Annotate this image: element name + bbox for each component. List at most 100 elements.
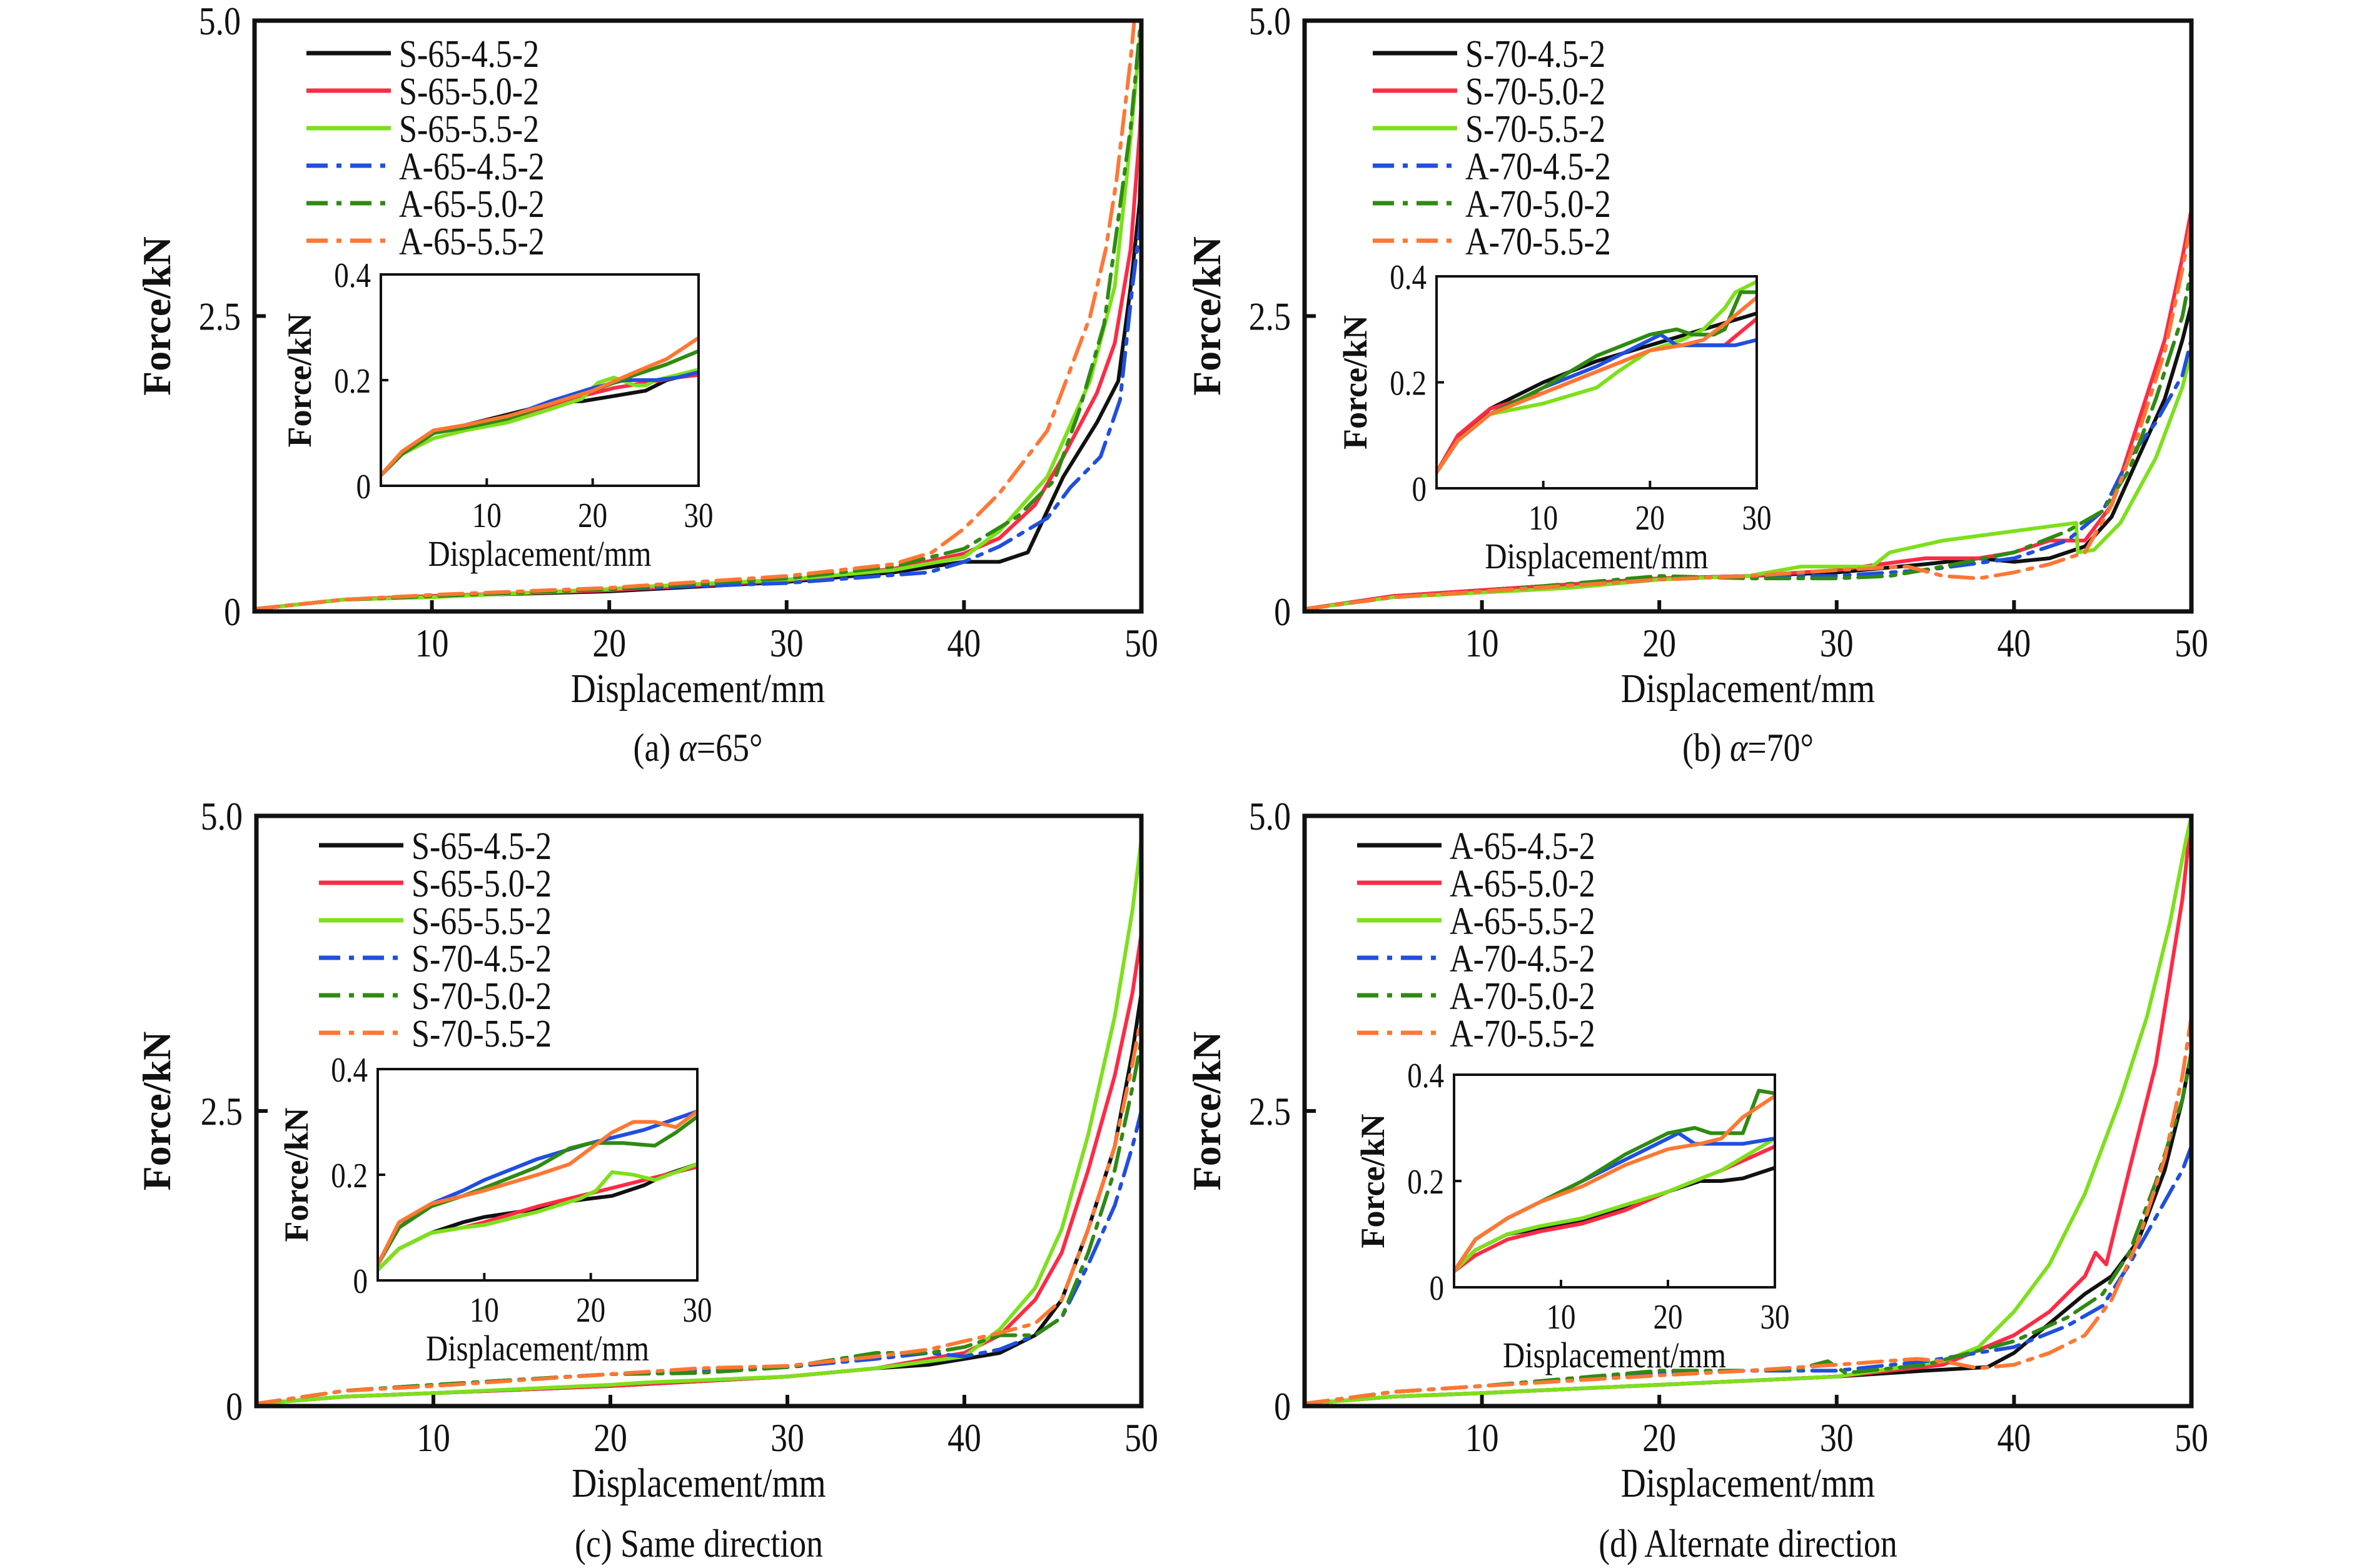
legend-item: A-65-5.0-2: [1357, 863, 1595, 905]
inset-x-tick-label: 10: [470, 1291, 499, 1330]
inset-y-axis-label: Force/kN: [1354, 1114, 1392, 1249]
inset-background: [1437, 276, 1757, 488]
series-group: [256, 837, 1141, 1406]
y-tick-label: 2.5: [199, 294, 241, 338]
y-tick-label: 5.0: [199, 0, 241, 43]
legend-label: A-70-5.5-2: [1450, 1013, 1595, 1055]
legend: S-70-4.5-2S-70-5.0-2S-70-5.5-2A-70-4.5-2…: [1373, 33, 1611, 263]
x-tick-label: 40: [947, 621, 981, 665]
inset-y-tick-label: 0.2: [331, 1157, 368, 1195]
panel-caption: (b) α=70°: [1682, 725, 1814, 770]
x-tick-label: 30: [1820, 621, 1854, 665]
y-tick-label: 0: [1274, 1384, 1291, 1429]
x-tick-label: 40: [947, 1415, 981, 1460]
series-line-A-65-5.5-2: [255, 21, 1136, 611]
legend: A-65-4.5-2A-65-5.0-2A-65-5.5-2A-70-4.5-2…: [1357, 825, 1595, 1055]
legend-label: S-65-5.0-2: [412, 863, 552, 905]
legend-label: S-70-4.5-2: [412, 938, 552, 980]
x-tick-label: 20: [1642, 1415, 1676, 1460]
y-axis-label: Force/kN: [1185, 1032, 1229, 1191]
y-tick-label: 0: [226, 1384, 243, 1429]
legend-label: S-70-4.5-2: [1465, 33, 1605, 76]
caption-suffix: =65°: [697, 725, 763, 770]
x-axis-label: Displacement/mm: [1621, 666, 1875, 712]
legend-item: A-65-4.5-2: [1357, 825, 1595, 868]
panel-a: 10 20 30 40 50 0 2.5 5.0 Displacement/mm Force/kN…: [134, 0, 1158, 770]
legend-item: S-65-5.0-2: [319, 863, 552, 905]
inset-series-line-A-65-5.5-2: [381, 336, 699, 478]
inset-series-line-A-70-5.5-2: [1454, 1094, 1775, 1274]
legend-label: S-65-5.5-2: [412, 900, 552, 943]
legend-label: S-70-5.0-2: [1465, 71, 1605, 113]
inset-y-tick-label: 0.4: [1407, 1057, 1444, 1095]
inset-y-tick-label: 0.4: [334, 256, 371, 295]
x-tick-label: 50: [1124, 621, 1158, 665]
x-tick-label: 40: [1998, 621, 2031, 665]
x-axis-label: Displacement/mm: [1621, 1461, 1875, 1507]
inset-x-tick-label: 20: [1635, 499, 1665, 538]
x-tick-label: 50: [2175, 621, 2208, 665]
inset-x-tick-label: 10: [1528, 499, 1558, 538]
legend-label: A-65-4.5-2: [1450, 825, 1595, 868]
panel-caption: (d) Alternate direction: [1599, 1521, 1897, 1565]
series-line-A-70-5.5-2: [1305, 219, 2191, 611]
y-tick-label: 0: [1274, 590, 1291, 634]
y-tick-label: 2.5: [201, 1089, 243, 1133]
inset-series-group: [378, 1109, 697, 1272]
legend-label: A-70-5.0-2: [1450, 975, 1595, 1018]
inset-series-line-A-65-5.5-2: [1454, 1137, 1775, 1274]
inset-y-tick-label: 0: [353, 1262, 368, 1301]
legend-item: A-65-5.0-2: [306, 183, 545, 226]
legend-label: S-65-4.5-2: [412, 825, 552, 868]
y-tick-label: 2.5: [1249, 1089, 1291, 1133]
y-axis-label: Force/kN: [134, 236, 179, 396]
inset-x-tick-label: 30: [684, 496, 713, 535]
legend-label: S-65-5.5-2: [399, 108, 539, 151]
inset-series-line-S-70-5.5-2: [378, 1109, 697, 1267]
y-tick-label: 5.0: [1249, 0, 1291, 43]
inset-x-tick-label: 20: [578, 496, 607, 535]
y-axis-label: Force/kN: [134, 1032, 179, 1191]
series-group: [1305, 816, 2191, 1406]
y-axis-label: Force/kN: [1185, 236, 1229, 396]
inset-series-group: [1454, 1088, 1775, 1274]
inset-y-tick-label: 0.2: [334, 362, 371, 401]
inset-y-tick-label: 0: [1412, 470, 1427, 509]
panel-caption: (a) α=65°: [634, 725, 763, 770]
series-line-A-70-5.0-2: [1305, 1050, 2191, 1406]
caption-prefix: (b): [1682, 725, 1730, 770]
panel-b: 10 20 30 40 50 0 2.5 5.0 Displacement/mm Force/kN…: [1185, 0, 2208, 770]
x-axis-label: Displacement/mm: [572, 1461, 826, 1507]
series-line-S-70-5.5-2: [1305, 349, 2191, 611]
legend-item: S-65-5.0-2: [306, 71, 539, 113]
y-tick-label: 5.0: [201, 794, 243, 838]
legend-item: S-65-4.5-2: [306, 33, 539, 76]
legend-item: A-65-5.5-2: [1357, 900, 1595, 943]
legend-label: A-70-5.0-2: [1465, 183, 1611, 226]
series-line-S-65-5.5-2: [256, 837, 1141, 1406]
y-tick-label: 2.5: [1249, 294, 1291, 338]
x-tick-label: 30: [1820, 1415, 1854, 1460]
inset-x-axis-label: Displacement/mm: [428, 533, 651, 574]
legend-item: S-70-5.5-2: [319, 1013, 552, 1055]
inset-x-axis-label: Displacement/mm: [1503, 1335, 1726, 1375]
inset-plot: 10 20 30 0 0.2 0.4 Displacement/mm Force/kN: [1336, 258, 1772, 576]
inset-series-group: [381, 336, 699, 478]
x-tick-label: 20: [1642, 621, 1676, 665]
x-tick-label: 20: [592, 621, 626, 665]
series-line-A-70-5.5-2: [1305, 1015, 2191, 1406]
legend-item: S-65-4.5-2: [319, 825, 552, 868]
x-tick-label: 40: [1998, 1415, 2031, 1460]
x-tick-label: 30: [770, 621, 804, 665]
legend-item: A-70-5.5-2: [1373, 221, 1611, 263]
inset-plot: 10 20 30 0 0.2 0.4 Displacement/mm Force/kN: [1354, 1057, 1790, 1375]
inset-plot: 10 20 30 0 0.2 0.4 Displacement/mm Force/kN: [278, 1051, 712, 1369]
inset-series-line-S-70-5.0-2: [378, 1115, 697, 1267]
inset-y-axis-label: Force/kN: [278, 1108, 315, 1242]
inset-x-axis-label: Displacement/mm: [1485, 536, 1708, 576]
inset-x-tick-label: 30: [1760, 1298, 1789, 1337]
legend-label: S-70-5.5-2: [412, 1013, 552, 1055]
caption-symbol: α: [1730, 725, 1748, 770]
inset-series-group: [1437, 279, 1757, 475]
